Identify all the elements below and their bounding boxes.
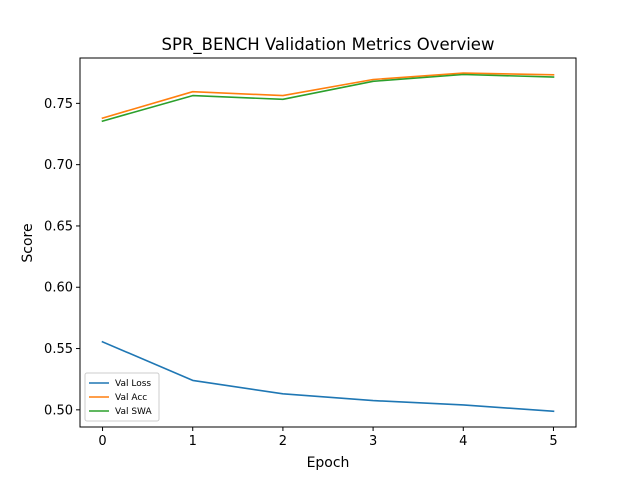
x-tick-label: 5 xyxy=(549,434,557,449)
legend-label: Val SWA xyxy=(115,407,152,417)
legend-label: Val Loss xyxy=(115,379,151,389)
series-line-val-loss xyxy=(101,340,555,413)
y-tick-label: 0.70 xyxy=(44,158,73,173)
axes-frame xyxy=(79,57,577,428)
y-tick-label: 0.65 xyxy=(44,219,73,234)
series-line-val-swa xyxy=(101,73,555,123)
x-axis-label: Epoch xyxy=(307,455,350,471)
x-tick-label: 4 xyxy=(459,434,467,449)
legend-label: Val Acc xyxy=(115,393,147,403)
chart-title: SPR_BENCH Validation Metrics Overview xyxy=(162,35,495,55)
legend: Val Loss Val Acc Val SWA xyxy=(84,372,160,422)
y-axis: 0.50 0.55 0.60 0.65 0.70 0.75 xyxy=(44,97,80,418)
x-tick-label: 2 xyxy=(279,434,287,449)
legend-box xyxy=(84,372,160,422)
x-tick-label: 3 xyxy=(369,434,377,449)
x-tick-label: 0 xyxy=(98,434,106,449)
series-line-val-acc xyxy=(101,72,555,120)
y-tick-label: 0.50 xyxy=(44,403,73,418)
y-tick-label: 0.55 xyxy=(44,342,73,357)
plot-area xyxy=(101,72,555,413)
x-axis: 0 1 2 3 4 5 xyxy=(98,427,558,449)
x-tick-label: 1 xyxy=(189,434,197,449)
y-axis-label: Score xyxy=(20,223,36,262)
y-tick-label: 0.60 xyxy=(44,281,73,296)
y-tick-label: 0.75 xyxy=(44,97,73,112)
